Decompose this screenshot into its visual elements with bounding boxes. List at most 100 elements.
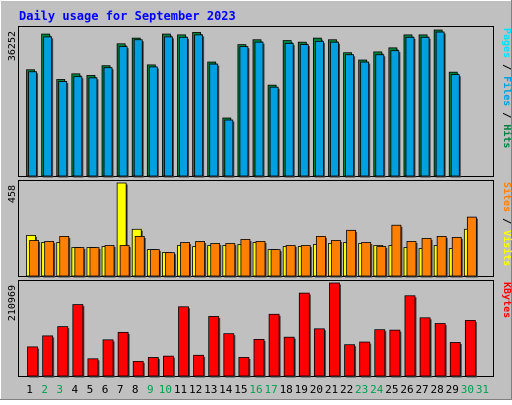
- bar-sites-day-30: [466, 216, 477, 277]
- bar-sites-day-23: [361, 242, 372, 277]
- day-label-22: 22: [340, 383, 353, 396]
- day-label-14: 14: [219, 383, 233, 396]
- bar-sites-day-17: [270, 249, 281, 277]
- bar-files-day-19: [299, 44, 309, 177]
- bar-files-day-13: [209, 63, 219, 177]
- bar-kbytes-day-9: [147, 357, 159, 377]
- bar-kbytes-day-18: [283, 336, 295, 377]
- bar-sites-day-20: [315, 236, 326, 277]
- bar-sites-day-10: [165, 252, 175, 277]
- bar-files-day-5: [88, 77, 98, 177]
- axis-legend-hits-files-pages: Pages / Files / Hits: [501, 28, 512, 148]
- bar-sites-day-13: [210, 243, 221, 277]
- axis-legend-part-3: /: [501, 106, 512, 124]
- bar-kbytes-day-25: [389, 329, 401, 377]
- axis-legend-part-1: /: [501, 212, 512, 230]
- day-label-28: 28: [431, 383, 444, 396]
- bar-kbytes-day-12: [193, 354, 205, 377]
- bar-kbytes-day-4: [72, 304, 84, 377]
- bar-sites-day-24: [376, 246, 387, 277]
- day-label-29: 29: [446, 383, 459, 396]
- bar-kbytes-day-6: [102, 339, 114, 377]
- chart-title: Daily usage for September 2023: [19, 9, 236, 23]
- bar-sites-day-9: [149, 249, 160, 277]
- bar-files-day-10: [164, 36, 173, 177]
- bar-files-day-29: [450, 74, 460, 177]
- day-label-5: 5: [87, 383, 94, 396]
- day-label-6: 6: [102, 383, 109, 396]
- bar-files-day-27: [420, 36, 430, 177]
- bar-sites-day-19: [300, 245, 311, 277]
- bar-kbytes-day-29: [449, 342, 461, 377]
- bar-sites-day-27: [421, 238, 432, 277]
- bar-kbytes-day-15: [238, 357, 250, 377]
- axis-legend-kbytes: KBytes: [501, 282, 512, 318]
- bar-kbytes-day-8: [132, 361, 144, 377]
- day-label-2: 2: [41, 383, 48, 396]
- bar-files-day-26: [405, 36, 415, 177]
- bar-files-day-2: [43, 36, 53, 177]
- day-label-7: 7: [117, 383, 124, 396]
- bar-files-day-14: [224, 119, 234, 177]
- bar-sites-day-11: [180, 242, 190, 277]
- axis-legend-part-2: Visits: [501, 230, 512, 266]
- bar-files-day-20: [314, 40, 324, 177]
- bar-files-day-11: [179, 36, 188, 177]
- bar-files-day-7: [118, 46, 128, 177]
- bar-sites-day-5: [89, 247, 100, 277]
- bar-files-day-18: [284, 43, 294, 177]
- day-label-24: 24: [370, 383, 384, 396]
- bar-sites-day-26: [406, 241, 417, 277]
- bar-sites-day-2: [44, 241, 55, 277]
- bar-files-day-21: [330, 41, 339, 177]
- bar-files-day-3: [58, 81, 68, 177]
- bar-sites-day-14: [225, 243, 236, 277]
- day-label-11: 11: [174, 383, 187, 396]
- bar-files-day-6: [103, 67, 113, 177]
- day-label-25: 25: [385, 383, 398, 396]
- axis-legend-part-0: Pages: [501, 28, 512, 58]
- bar-kbytes-day-19: [298, 292, 310, 377]
- ymax-label-hits-files-pages: 36252: [7, 31, 18, 61]
- bar-sites-day-3: [59, 236, 70, 277]
- bar-files-day-24: [375, 54, 385, 177]
- day-label-17: 17: [264, 383, 277, 396]
- bar-kbytes-day-5: [87, 358, 99, 377]
- day-label-4: 4: [72, 383, 79, 396]
- day-label-31: 31: [476, 383, 489, 396]
- axis-legend-part-0: Sites: [501, 182, 512, 212]
- bar-sites-day-1: [29, 240, 39, 277]
- day-label-3: 3: [56, 383, 63, 396]
- bar-files-day-25: [390, 50, 400, 177]
- bar-sites-day-28: [436, 236, 447, 277]
- day-label-19: 19: [295, 383, 308, 396]
- bar-kbytes-day-7: [117, 331, 129, 377]
- bar-kbytes-day-3: [57, 326, 69, 377]
- bar-sites-day-25: [391, 224, 402, 277]
- bar-sites-day-12: [195, 241, 206, 277]
- day-label-27: 27: [415, 383, 428, 396]
- bar-kbytes-day-20: [313, 328, 325, 377]
- bar-kbytes-day-16: [253, 339, 265, 377]
- bar-kbytes-day-21: [329, 282, 340, 377]
- day-label-13: 13: [204, 383, 217, 396]
- bar-kbytes-day-28: [434, 323, 446, 377]
- axis-legend-part-4: Hits: [501, 124, 512, 148]
- bar-sites-day-22: [346, 229, 356, 277]
- bar-kbytes-day-1: [27, 346, 38, 377]
- bar-kbytes-day-26: [404, 295, 416, 377]
- bar-sites-day-6: [104, 245, 115, 277]
- bar-kbytes-day-13: [208, 316, 220, 377]
- bar-files-day-22: [345, 54, 354, 177]
- bar-files-day-28: [435, 31, 445, 177]
- day-label-16: 16: [249, 383, 262, 396]
- axis-legend-part-1: /: [501, 58, 512, 76]
- bar-kbytes-day-14: [223, 333, 235, 377]
- bar-sites-day-15: [240, 239, 251, 277]
- day-label-30: 30: [461, 383, 474, 396]
- day-label-26: 26: [400, 383, 413, 396]
- bar-files-day-4: [73, 76, 83, 177]
- day-label-18: 18: [280, 383, 293, 396]
